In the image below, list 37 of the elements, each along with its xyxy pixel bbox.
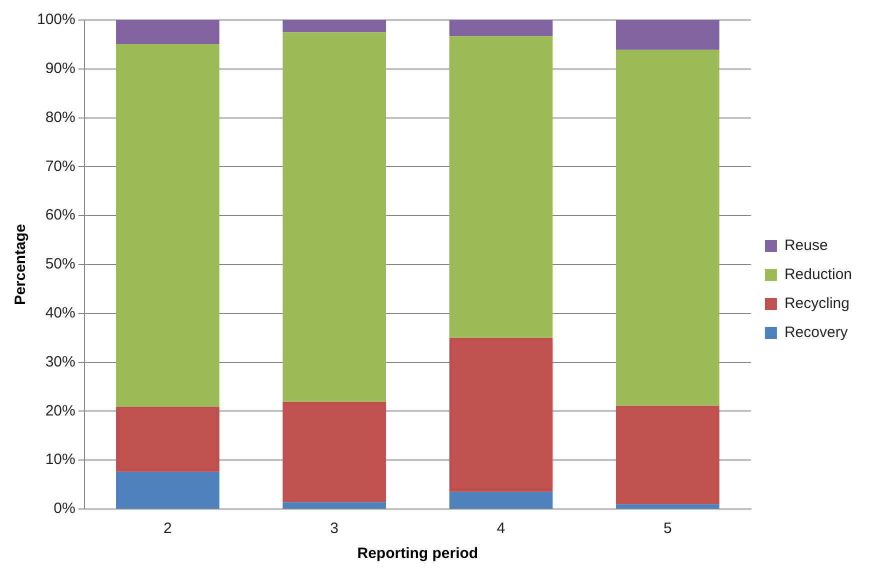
bar [616, 406, 720, 504]
bar [616, 20, 720, 50]
y-tick-label: 60% [45, 206, 76, 224]
y-tick-label: 10% [45, 451, 76, 468]
y-tick-label: 50% [45, 256, 76, 273]
y-tick-label: 100% [36, 11, 76, 28]
bar [449, 36, 553, 338]
legend-label: Recycling [784, 295, 850, 312]
y-tick-label: 0% [54, 500, 76, 518]
bar [282, 502, 386, 508]
y-axis-title: Percentage [12, 224, 30, 305]
bar [449, 20, 553, 36]
bar [616, 50, 720, 406]
bar [449, 492, 553, 508]
bar [116, 472, 220, 508]
bar [282, 402, 386, 502]
x-tick-label: 4 [496, 520, 506, 538]
y-tick-label: 20% [45, 402, 76, 420]
legend-label: Recovery [784, 324, 848, 342]
y-tick-label: 30% [45, 353, 76, 370]
legend-label: Reduction [784, 266, 852, 284]
bar [616, 504, 720, 508]
y-tick-label: 70% [45, 158, 76, 175]
y-tick-label: 90% [45, 60, 76, 78]
bar [282, 20, 386, 32]
x-tick-label: 5 [663, 520, 672, 538]
x-tick-label: 2 [164, 520, 172, 538]
bar [116, 406, 220, 472]
bar [116, 44, 220, 407]
legend-label: Reuse [784, 237, 828, 254]
bar [116, 20, 220, 44]
y-tick-label: 80% [45, 108, 76, 126]
bar [282, 32, 386, 402]
x-axis-title: Reporting period [357, 545, 478, 562]
bar [449, 338, 553, 492]
x-tick-label: 3 [330, 520, 339, 538]
y-tick-label: 40% [45, 304, 76, 322]
